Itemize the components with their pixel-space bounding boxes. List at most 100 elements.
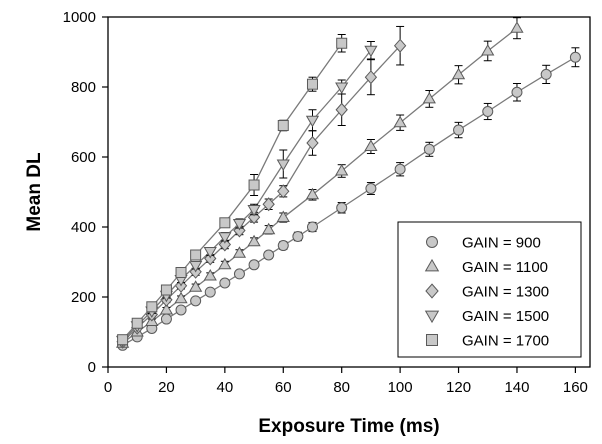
legend-label: GAIN = 1700	[462, 333, 549, 350]
data-point	[540, 68, 552, 80]
legend-marker	[426, 334, 438, 346]
data-point	[174, 291, 188, 304]
data-point	[248, 259, 260, 271]
x-tick-label: 160	[563, 379, 588, 396]
data-point	[203, 247, 217, 259]
data-point	[175, 304, 187, 316]
data-point	[393, 38, 407, 53]
x-tick-label: 120	[446, 379, 471, 396]
y-axis-title: Mean DL	[24, 152, 45, 232]
data-point	[203, 268, 217, 281]
x-tick-label: 0	[104, 379, 112, 396]
legend: GAIN = 900 GAIN = 1100 GAIN = 1300 GAIN = 1…	[397, 221, 582, 358]
data-point	[393, 115, 407, 128]
data-point	[394, 163, 406, 175]
data-point	[365, 183, 377, 194]
data-point	[511, 86, 523, 98]
x-tick-label: 60	[275, 379, 292, 396]
data-point	[364, 70, 378, 85]
data-point	[364, 139, 378, 151]
y-tick-label: 1000	[63, 9, 96, 26]
data-point	[306, 221, 318, 233]
legend-label: GAIN = 1300	[462, 284, 549, 301]
legend-item: GAIN = 1300	[425, 283, 549, 301]
series-2	[115, 17, 524, 348]
data-point	[247, 234, 261, 247]
x-tick-label: 20	[158, 379, 175, 396]
data-point	[262, 222, 276, 235]
data-point	[146, 301, 158, 313]
legend-item: GAIN = 900	[426, 235, 541, 252]
data-point	[423, 143, 435, 155]
data-point	[422, 91, 436, 104]
data-point	[305, 115, 320, 128]
data-point	[218, 257, 232, 270]
series-5	[117, 34, 348, 346]
data-point	[190, 295, 202, 307]
data-point	[569, 51, 581, 63]
data-point	[219, 217, 231, 229]
y-tick-label: 800	[71, 79, 96, 96]
data-point	[306, 135, 319, 151]
data-point	[276, 159, 290, 172]
x-tick-label: 100	[388, 379, 413, 396]
x-tick-label: 40	[217, 379, 234, 396]
data-point	[190, 249, 202, 261]
legend-item: GAIN = 1700	[426, 333, 549, 350]
data-point	[232, 246, 247, 258]
data-point	[277, 120, 289, 131]
data-point	[117, 334, 129, 346]
data-point	[335, 82, 349, 95]
legend-label: GAIN = 900	[462, 235, 541, 252]
data-point	[262, 197, 275, 212]
data-point	[277, 184, 290, 199]
legend-marker	[425, 283, 439, 299]
x-axis-title: Exposure Time (ms)	[258, 416, 439, 437]
data-point	[175, 267, 187, 278]
legend-label: GAIN = 1500	[462, 308, 549, 325]
data-point	[276, 210, 290, 223]
data-point	[160, 313, 172, 325]
plot-frame	[107, 16, 591, 368]
data-point	[292, 230, 304, 242]
series-layer	[115, 17, 581, 351]
data-point	[218, 232, 232, 244]
data-point	[336, 202, 348, 214]
data-point	[277, 240, 289, 252]
legend-marker	[424, 258, 440, 272]
series-line	[122, 45, 401, 343]
data-point	[233, 268, 245, 280]
legend-item: GAIN = 1500	[424, 308, 549, 325]
y-tick-label: 200	[71, 289, 96, 306]
legend-marker	[426, 236, 438, 248]
data-point	[335, 163, 349, 176]
data-point	[482, 106, 494, 117]
x-tick-label: 80	[333, 379, 350, 396]
y-tick-label: 600	[71, 149, 96, 166]
data-point	[204, 286, 216, 298]
data-point	[263, 249, 275, 261]
data-point	[481, 43, 495, 56]
legend-item: GAIN = 1100	[424, 258, 548, 276]
data-point	[451, 67, 466, 80]
data-point	[305, 187, 320, 200]
data-point	[336, 37, 348, 49]
series-1	[117, 47, 581, 351]
data-point	[247, 205, 261, 217]
data-point	[335, 102, 348, 117]
axes: 0 20 40 60 80 100 120 140 160 0 200 400 600 800 1000	[63, 9, 591, 396]
y-tick-label: 400	[71, 219, 96, 236]
data-point	[248, 179, 260, 191]
data-point	[131, 317, 143, 329]
y-tick-label: 0	[88, 359, 96, 376]
data-point	[159, 302, 174, 315]
data-point	[189, 261, 203, 273]
data-point	[232, 219, 247, 231]
data-point	[189, 280, 203, 292]
data-point	[160, 284, 172, 296]
data-point	[219, 277, 231, 289]
x-tick-label: 140	[504, 379, 529, 396]
legend-marker	[424, 310, 440, 324]
data-point	[364, 45, 378, 58]
